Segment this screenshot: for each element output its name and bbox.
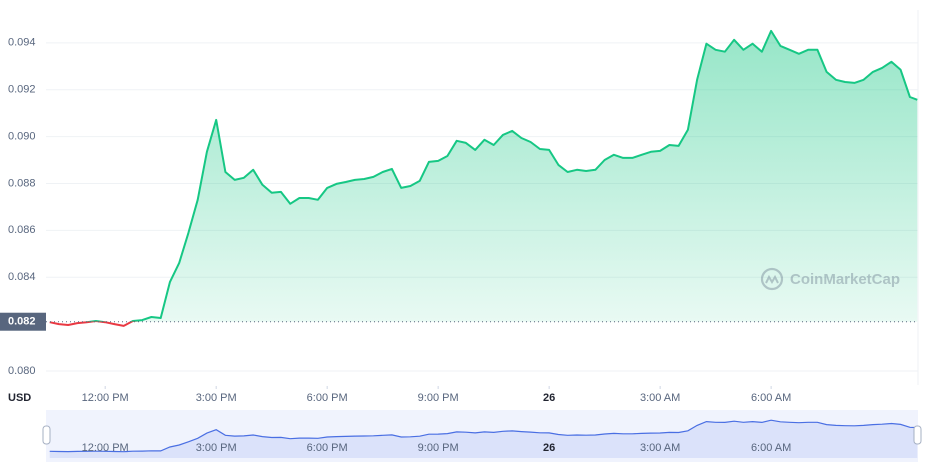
y-tick-label: 0.080 xyxy=(8,365,36,377)
navigator-tick-label: 9:00 PM xyxy=(418,442,459,454)
watermark-logo xyxy=(765,274,779,284)
y-axis-unit: USD xyxy=(8,392,31,404)
x-tick-label: 3:00 PM xyxy=(196,392,237,404)
reference-label-bg xyxy=(0,312,46,331)
plot xyxy=(46,29,918,327)
y-tick-label: 0.092 xyxy=(8,84,36,96)
y-tick-label: 0.094 xyxy=(8,37,36,49)
x-tick-label: 26 xyxy=(543,392,555,404)
x-tick-label: 9:00 PM xyxy=(418,392,459,404)
x-tick-label: 12:00 PM xyxy=(82,392,129,404)
navigator-tick-label: 26 xyxy=(543,442,555,454)
y-tick-label: 0.090 xyxy=(8,130,36,142)
y-tick-label: 0.084 xyxy=(8,271,36,283)
area xyxy=(90,30,918,322)
navigator-handle[interactable] xyxy=(42,425,51,445)
x-tick-label: 3:00 AM xyxy=(640,392,680,404)
navigator-tick-label: 3:00 PM xyxy=(196,442,237,454)
y-tick-label: 0.086 xyxy=(8,224,36,236)
x-tick-label: 6:00 AM xyxy=(751,392,791,404)
navigator-area xyxy=(49,420,918,458)
navigator-tick-label: 3:00 AM xyxy=(640,442,680,454)
price-line xyxy=(49,29,918,327)
navigator-bg xyxy=(46,410,918,462)
navigator-tick-label: 12:00 PM xyxy=(82,442,129,454)
navigator-tick-label: 6:00 PM xyxy=(307,442,348,454)
x-tick-label: 6:00 PM xyxy=(307,392,348,404)
watermark-text: CoinMarketCap xyxy=(790,271,900,288)
navigator xyxy=(49,419,918,458)
watermark: CoinMarketCap xyxy=(760,267,900,291)
navigator-handle[interactable] xyxy=(913,425,922,445)
y-tick-label: 0.088 xyxy=(8,177,36,189)
navigator-tick-label: 6:00 AM xyxy=(751,442,791,454)
navigator-line xyxy=(49,419,918,453)
watermark-logo xyxy=(760,267,784,291)
reference-label: 0.082 xyxy=(8,316,36,328)
